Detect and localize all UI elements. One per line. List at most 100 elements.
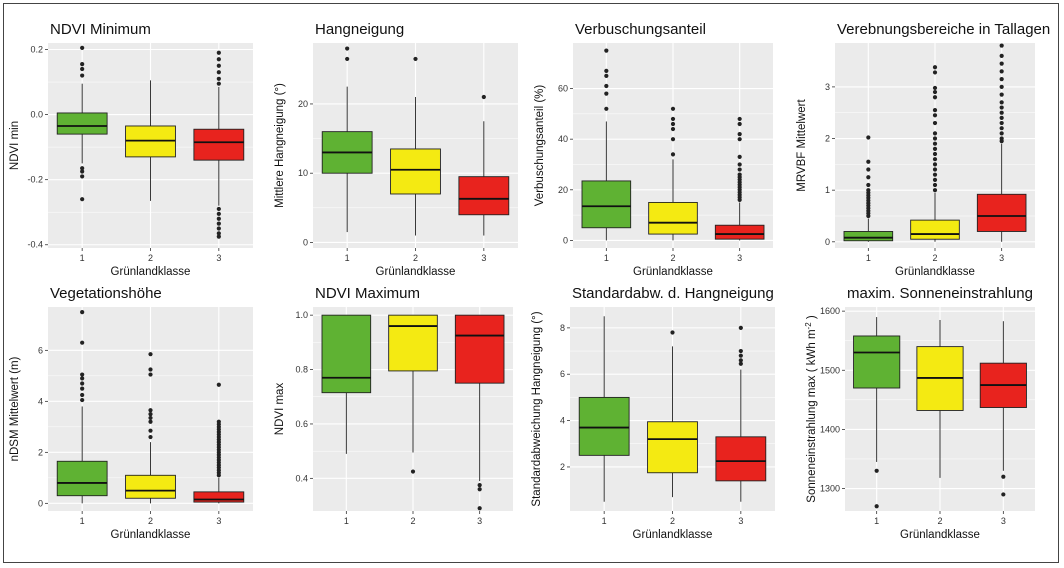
outlier-point	[932, 167, 938, 172]
iqr-box	[714, 224, 765, 240]
x-tick-label: 1	[80, 253, 85, 263]
outlier-point	[866, 167, 871, 172]
outlier-point	[481, 94, 486, 100]
panel-2: 0 10 20 1 2 3 Hangneigung Grünlandklasse Mittler…	[274, 21, 518, 278]
outlier-point	[477, 483, 482, 488]
outlier-point	[738, 358, 743, 363]
outlier-point	[148, 419, 153, 424]
y-tick-label: 6	[38, 345, 43, 355]
outlier-point	[80, 174, 85, 179]
x-tick-label: 1	[345, 253, 350, 263]
outlier-point	[737, 116, 742, 122]
y-tick-label: 0.4	[295, 473, 308, 483]
panel-1: -0.4 -0.2 0.0 0.2 1 2 3 NDVI Minimum Grünlandkla…	[9, 21, 253, 278]
panel-title: maxim. Sonneneinstrahlung	[847, 285, 1033, 302]
outlier-point	[932, 113, 938, 118]
iqr-box	[125, 474, 176, 499]
outlier-point	[216, 473, 221, 478]
x-tick-label: 3	[999, 253, 1004, 263]
outlier-point	[738, 325, 743, 330]
y-axis-label: Sonneneinstrahlung max ( kWh m-2 )	[804, 315, 819, 503]
outlier-point	[216, 76, 221, 81]
outlier-point	[604, 106, 609, 111]
outlier-point	[216, 231, 221, 236]
outlier-point	[932, 65, 938, 70]
outlier-point	[148, 434, 153, 440]
outlier-point	[345, 46, 350, 51]
x-tick-label: 1	[874, 516, 879, 526]
box-class-1	[581, 48, 632, 241]
x-tick-label: 2	[937, 516, 942, 526]
y-tick-label: 1600	[820, 306, 840, 316]
y-tick-label: 0.0	[30, 110, 43, 120]
box-class-3	[979, 321, 1027, 497]
outlier-point	[1001, 474, 1006, 479]
x-tick-label: 2	[413, 253, 418, 263]
box-class-1	[56, 310, 108, 504]
outlier-point	[216, 216, 221, 221]
outlier-point	[604, 68, 609, 73]
y-tick-label: 0	[825, 237, 830, 247]
iqr-box	[976, 193, 1027, 232]
y-tick-label: 3	[825, 82, 830, 92]
box-class-3	[458, 94, 510, 236]
panel-7: 2 4 6 8 1 2 3 Standardabw. d. Hangneigung Grünla…	[531, 285, 775, 541]
panel-title: Standardabw. d. Hangneigung	[572, 285, 774, 302]
outlier-point	[999, 131, 1004, 136]
outlier-point	[670, 137, 676, 142]
outlier-point	[670, 152, 676, 157]
outlier-point	[932, 136, 938, 141]
outlier-point	[80, 166, 85, 171]
x-tick-label: 2	[670, 253, 675, 263]
outlier-point	[866, 159, 871, 164]
x-tick-label: 2	[148, 516, 153, 526]
outlier-point	[670, 330, 675, 335]
outlier-point	[932, 120, 938, 126]
outlier-point	[148, 372, 153, 377]
outlier-point	[604, 83, 609, 89]
outlier-point	[216, 226, 221, 231]
outlier-point	[148, 367, 153, 372]
outlier-point	[148, 428, 153, 433]
y-tick-label: 1400	[820, 424, 840, 434]
iqr-box	[193, 491, 245, 503]
outlier-point	[932, 85, 938, 91]
y-tick-label: 0	[563, 235, 568, 245]
x-tick-label: 2	[148, 253, 153, 263]
x-tick-label: 3	[481, 253, 486, 263]
box-class-3	[193, 382, 245, 504]
outlier-point	[999, 139, 1004, 144]
outlier-point	[932, 177, 938, 182]
outlier-point	[216, 81, 221, 86]
x-tick-label: 3	[738, 516, 743, 526]
box-class-2	[388, 314, 438, 474]
box-class-2	[916, 320, 964, 478]
outlier-point	[999, 53, 1004, 59]
y-tick-label: 0	[38, 498, 43, 508]
iqr-box	[388, 314, 438, 372]
box-class-1	[321, 46, 373, 233]
x-tick-label: 3	[1001, 516, 1006, 526]
y-tick-label: 2	[825, 134, 830, 144]
y-tick-label: 0.2	[30, 45, 43, 55]
outlier-point	[80, 372, 85, 377]
y-tick-label: 10	[298, 168, 308, 178]
outlier-point	[932, 89, 938, 95]
outlier-point	[932, 151, 938, 157]
y-tick-label: 4	[560, 416, 565, 426]
panel-5: 0 2 4 6 1 2 3 Vegetationshöhe Grünlandklasse nDSM…	[9, 285, 253, 541]
y-tick-label: 0.6	[295, 419, 308, 429]
x-axis-label: Grünlandklasse	[900, 529, 980, 541]
y-tick-label: 60	[558, 84, 568, 94]
box-class-1	[853, 317, 901, 509]
box-class-3	[193, 50, 245, 239]
outlier-point	[932, 172, 938, 177]
outlier-point	[999, 69, 1004, 74]
box-class-3	[715, 325, 767, 502]
panel-6: 0.4 0.6 0.8 1.0 1 2 3 NDVI Maximum NDVI max	[274, 285, 513, 526]
outlier-point	[737, 167, 742, 172]
y-tick-label: 20	[558, 185, 568, 195]
outlier-point	[737, 154, 742, 159]
outlier-point	[738, 353, 743, 358]
iqr-box	[578, 396, 630, 456]
